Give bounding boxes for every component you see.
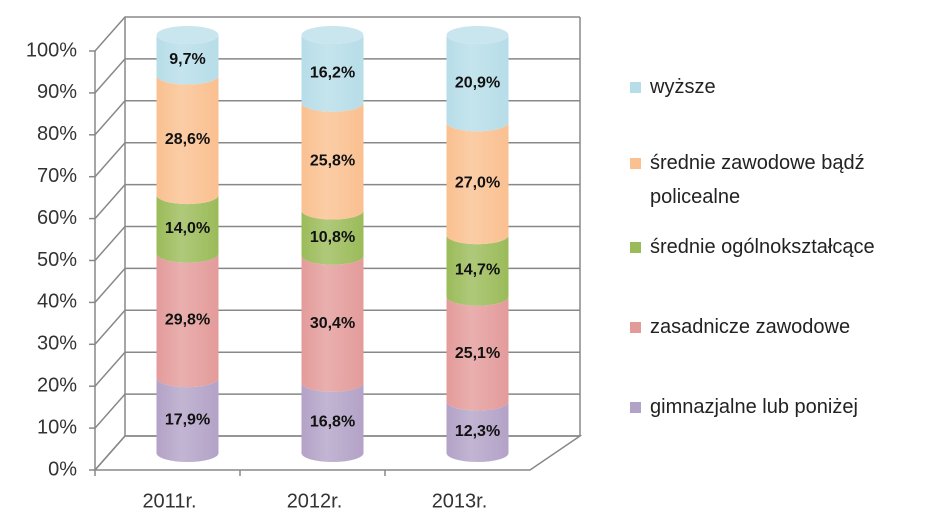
bar-segment: [156, 75, 219, 205]
value-label: 27,0%: [455, 175, 500, 192]
grid-line: [94, 393, 580, 429]
grid-line: [94, 225, 580, 261]
legend-label: średnie zawodowe bądź policealne: [650, 152, 865, 208]
bar-segment: [156, 195, 219, 263]
x-tick-label: 2011r.: [142, 490, 196, 512]
y-tick-label: 60%: [37, 207, 77, 229]
value-label: 12,3%: [455, 423, 500, 440]
grid-line: [94, 100, 580, 136]
value-label: 14,0%: [165, 220, 210, 237]
bar-segment: [156, 35, 219, 85]
legend-swatch: [630, 81, 641, 93]
y-tick-label: 20%: [37, 374, 77, 396]
y-tick-label: 0%: [48, 458, 77, 480]
value-label: 16,8%: [310, 414, 355, 431]
value-label: 29,8%: [165, 312, 210, 329]
grid-line: [94, 435, 580, 471]
grid-line: [94, 58, 580, 94]
legend-label: zasadnicze zawodowe: [650, 316, 851, 338]
legend-swatch: [630, 157, 641, 169]
value-label: 9,7%: [169, 51, 205, 68]
value-label: 10,8%: [310, 229, 355, 246]
y-tick-label: 100%: [26, 39, 77, 61]
bar-segment: [446, 122, 509, 245]
bar-segment: [446, 401, 509, 462]
bar-segment: [301, 210, 364, 265]
x-tick-label: 2012r.: [287, 490, 343, 512]
legend-entry: zasadnicze zawodowe: [630, 310, 922, 344]
bar-segment: [446, 235, 509, 306]
bar-segment: [301, 102, 364, 220]
y-tick-label: 40%: [37, 291, 77, 313]
grid-line: [94, 267, 580, 303]
bar-segment: [446, 296, 509, 411]
cylinder-top: [156, 26, 219, 44]
legend-swatch: [630, 401, 641, 413]
bar-segment: [446, 35, 509, 132]
legend-entry: średnie zawodowe bądź policealne: [630, 146, 922, 214]
cylinder-top: [301, 26, 364, 44]
y-tick-label: 90%: [37, 81, 77, 103]
value-label: 25,8%: [310, 152, 355, 169]
y-tick-label: 10%: [37, 416, 77, 438]
grid-line: [94, 309, 580, 345]
legend-swatch: [630, 241, 641, 253]
y-tick-label: 30%: [37, 333, 77, 355]
value-label: 20,9%: [455, 74, 500, 91]
legend-entry: wyższe: [630, 70, 922, 104]
value-label: 17,9%: [165, 411, 210, 428]
bar-segment: [156, 253, 219, 388]
value-label: 14,7%: [455, 262, 500, 279]
grid-line: [94, 183, 580, 220]
grid-line: [94, 351, 580, 387]
legend-entry: średnie ogólnokształcące: [630, 230, 922, 264]
bar-segment: [301, 35, 364, 112]
value-label: 16,2%: [310, 65, 355, 82]
legend-swatch: [630, 321, 641, 333]
legend-label: gimnazjalne lub poniżej: [650, 396, 858, 418]
legend-label: wyższe: [650, 76, 716, 98]
y-tick-label: 80%: [37, 123, 77, 145]
y-tick-label: 70%: [37, 165, 77, 187]
value-label: 25,1%: [455, 345, 500, 362]
value-label: 30,4%: [310, 315, 355, 332]
bar-segment: [301, 382, 364, 462]
x-tick-label: 2013r.: [432, 490, 488, 512]
value-label: 28,6%: [165, 131, 210, 148]
grid-line: [94, 16, 580, 52]
legend-entry: gimnazjalne lub poniżej: [630, 390, 922, 424]
cylinder-top: [446, 26, 509, 44]
grid-line: [94, 141, 580, 178]
legend-label: średnie ogólnokształcące: [650, 236, 875, 258]
bar-segment: [301, 255, 364, 392]
y-tick-label: 50%: [37, 249, 77, 271]
bar-segment: [156, 378, 219, 462]
